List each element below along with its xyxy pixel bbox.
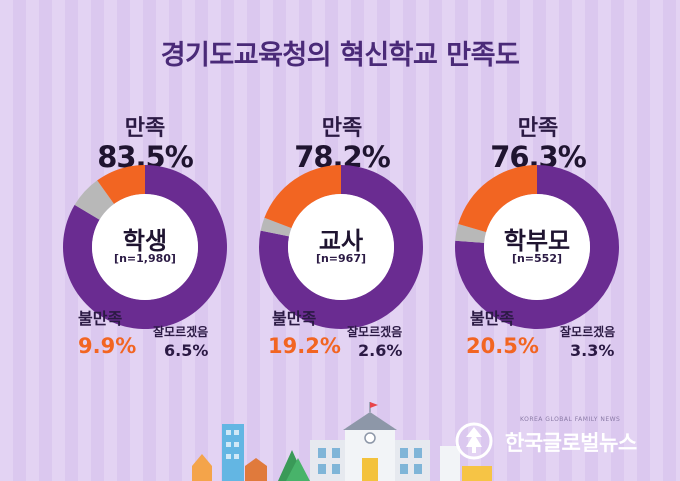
donut-hole: [484, 194, 590, 300]
group-name: 학생: [122, 227, 168, 255]
house-shape: [192, 454, 212, 481]
donut-slice-satisfied: [259, 165, 423, 329]
town-illustration: [192, 402, 492, 481]
dissatisfied-value: 9.9%: [78, 334, 137, 358]
satisfied-label: 만족: [321, 116, 363, 141]
donut-chart-teachers: [259, 165, 423, 329]
unknown-label: 잘모르겠음: [560, 325, 616, 339]
group-name: 학부모: [503, 227, 571, 255]
logo-icon: [455, 422, 493, 460]
house-shape: [245, 458, 267, 481]
donut-hole: [288, 194, 394, 300]
sample-size: [n=967]: [315, 252, 367, 265]
sample-size: [n=1,980]: [114, 252, 176, 265]
dissatisfied-label: 불만족: [272, 309, 317, 328]
satisfied-label: 만족: [517, 116, 559, 141]
unknown-label: 잘모르겠음: [153, 325, 209, 339]
donut-hole: [92, 194, 198, 300]
donut-chart-students: [62, 165, 227, 329]
dissatisfied-value: 19.2%: [268, 334, 341, 358]
logo-subtitle: KOREA GLOBAL FAMILY NEWS: [520, 416, 621, 423]
unknown-value: 6.5%: [164, 341, 209, 360]
page-title: 경기도교육청의 혁신학교 만족도: [160, 40, 520, 71]
donut-slice-satisfied: [62, 165, 227, 329]
tower-building: [222, 424, 244, 481]
dissatisfied-label: 불만족: [78, 309, 123, 328]
satisfied-label: 만족: [124, 116, 166, 141]
dissatisfied-label: 불만족: [470, 309, 515, 328]
unknown-value: 2.6%: [358, 341, 403, 360]
donut-slice-dissatisfied: [458, 165, 537, 233]
donut-slice-satisfied: [455, 165, 619, 329]
unknown-value: 3.3%: [570, 341, 615, 360]
donut-slice-unknown: [74, 180, 115, 220]
logo-text: 한국글로벌뉴스: [505, 431, 637, 455]
donut-slice-unknown: [260, 217, 292, 237]
donut-slice-unknown: [455, 224, 487, 243]
donut-chart-parents: [455, 165, 619, 329]
dissatisfied-value: 20.5%: [466, 334, 539, 358]
tree-shape: [286, 458, 310, 481]
donut-slice-dissatisfied: [264, 165, 341, 229]
group-name: 교사: [318, 227, 364, 255]
donut-slice-dissatisfied: [97, 165, 145, 204]
sample-size: [n=552]: [511, 252, 563, 265]
unknown-label: 잘모르겠음: [347, 325, 403, 339]
